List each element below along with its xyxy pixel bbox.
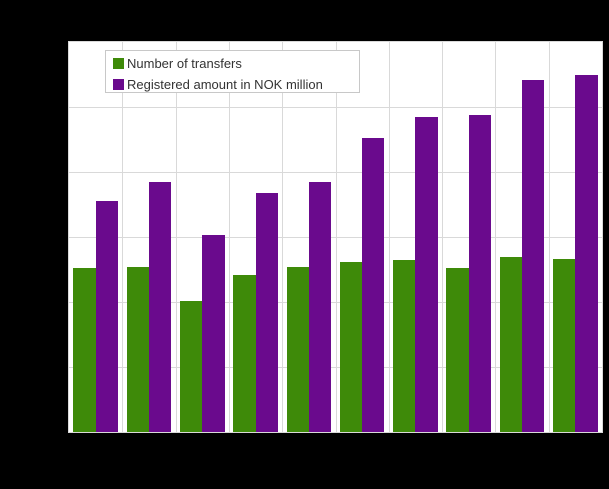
gridline-horizontal (69, 107, 602, 108)
bar (233, 274, 256, 432)
gridline-horizontal (69, 302, 602, 303)
legend-label-amount: Registered amount in NOK million (127, 77, 323, 92)
bar (95, 201, 118, 432)
bar (446, 268, 469, 432)
bar (286, 266, 309, 432)
bar (499, 256, 523, 432)
bar (339, 261, 363, 432)
bar (522, 79, 545, 432)
gridline-horizontal (69, 367, 602, 368)
legend-swatch-purple (113, 79, 124, 90)
legend-label-transfers: Number of transfers (127, 56, 242, 71)
gridline-vertical (389, 42, 390, 432)
bar (179, 300, 203, 432)
bar (148, 182, 172, 432)
bar (126, 266, 149, 432)
gridline-vertical (495, 42, 496, 432)
bar (308, 181, 332, 432)
legend-swatch-green (113, 58, 124, 69)
gridline-horizontal (69, 172, 602, 173)
bar (255, 193, 278, 432)
bar (553, 259, 576, 432)
legend-item-transfers: Number of transfers (113, 55, 359, 72)
legend: Number of transfers Registered amount in… (105, 50, 360, 93)
legend-item-amount: Registered amount in NOK million (113, 76, 359, 93)
bar (415, 117, 438, 432)
bar (362, 137, 385, 432)
bar (202, 235, 225, 432)
gridline-vertical (282, 42, 283, 432)
gridline-vertical (549, 42, 550, 432)
bar (468, 114, 492, 432)
gridline-vertical (229, 42, 230, 432)
bar (73, 268, 96, 432)
gridline-vertical (336, 42, 337, 432)
gridline-horizontal (69, 237, 602, 238)
bar (575, 75, 598, 432)
gridline-vertical (176, 42, 177, 432)
plot-area (68, 41, 603, 433)
gridline-vertical (442, 42, 443, 432)
bar (393, 259, 416, 432)
gridline-vertical (122, 42, 123, 432)
